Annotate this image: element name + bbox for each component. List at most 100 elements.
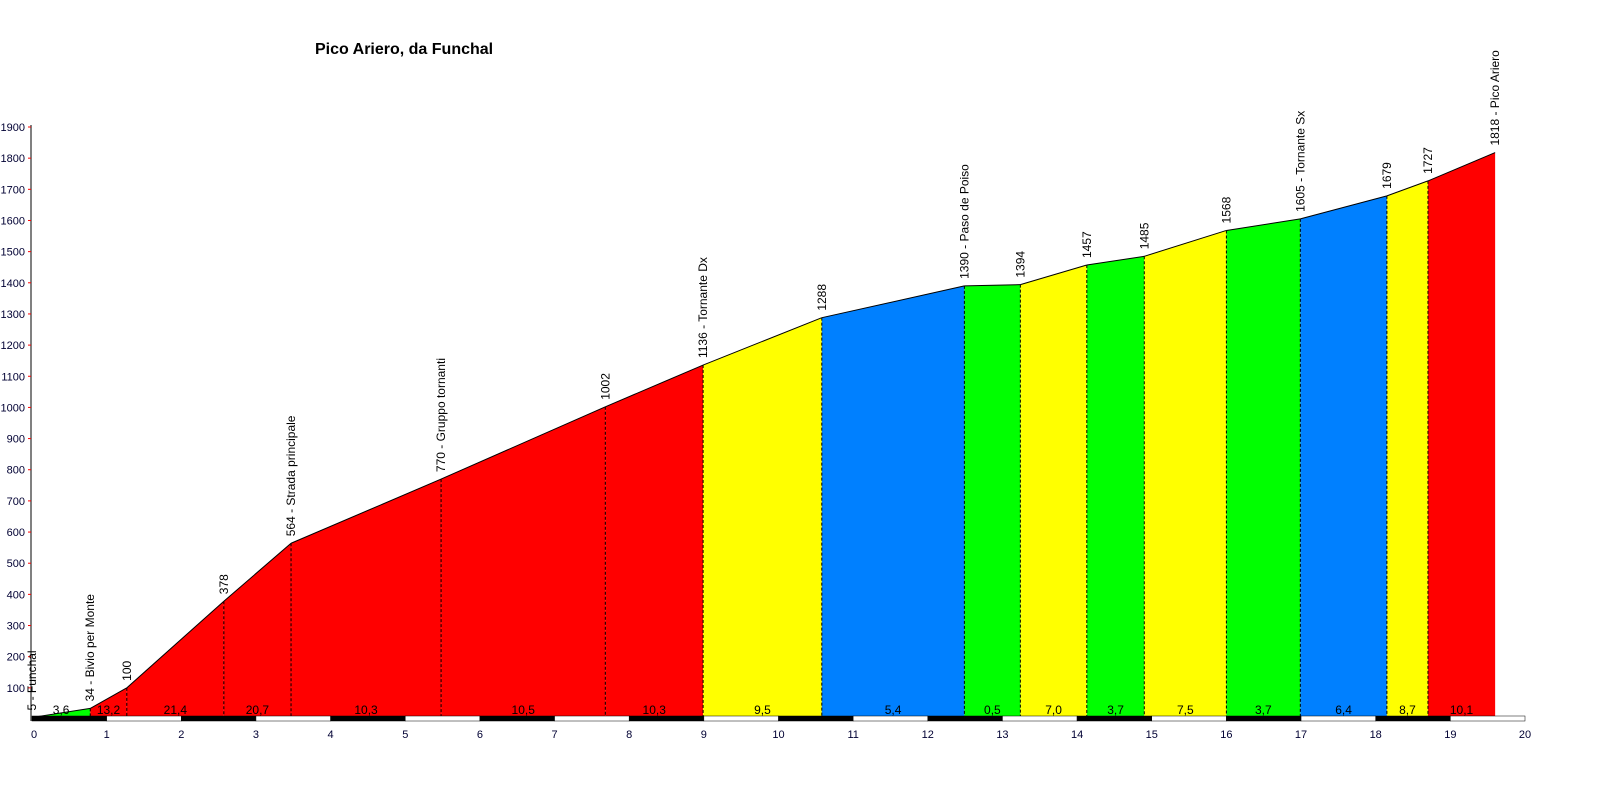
y-tick-label: 1700 bbox=[1, 184, 25, 196]
profile-line bbox=[89, 687, 128, 709]
y-tick-label: 500 bbox=[7, 558, 25, 570]
x-tick-label: 5 bbox=[402, 729, 408, 741]
x-tick-label: 1 bbox=[104, 729, 110, 741]
km-bar-segment bbox=[852, 715, 929, 722]
gradient-label: 10,3 bbox=[354, 703, 378, 717]
km-bar-segment bbox=[405, 715, 481, 722]
point-label: 1605 - Tornante Sx bbox=[1293, 111, 1307, 212]
km-bar-segment bbox=[181, 715, 257, 722]
gradient-label: 7,0 bbox=[1045, 703, 1062, 717]
x-tick-label: 4 bbox=[328, 729, 334, 741]
point-label: 1818 - Pico Ariero bbox=[1488, 50, 1502, 146]
km-bar-segment bbox=[31, 715, 107, 722]
profile-line bbox=[605, 364, 704, 408]
point-label: 1390 - Paso de Poiso bbox=[957, 164, 971, 279]
km-bar-segment bbox=[1151, 715, 1227, 722]
y-tick-label: 1200 bbox=[1, 340, 25, 352]
segment-area bbox=[223, 543, 292, 719]
segment-area bbox=[291, 479, 442, 719]
profile-line bbox=[1427, 152, 1496, 182]
y-tick-label: 400 bbox=[7, 589, 25, 601]
y-tick-label: 300 bbox=[7, 621, 25, 633]
km-bar-segment bbox=[255, 715, 331, 722]
y-tick-label: 100 bbox=[7, 683, 25, 695]
segment-area bbox=[1300, 195, 1387, 719]
km-bar-segment bbox=[479, 715, 555, 722]
x-tick-label: 20 bbox=[1519, 729, 1531, 741]
gradient-label: 20,7 bbox=[246, 703, 270, 717]
x-tick-label: 8 bbox=[626, 729, 632, 741]
profile-line bbox=[1300, 195, 1388, 220]
point-label: 770 - Gruppo tornanti bbox=[434, 358, 448, 472]
profile-line bbox=[290, 478, 442, 544]
x-tick-label: 18 bbox=[1370, 729, 1382, 741]
km-bar-segment bbox=[778, 715, 854, 722]
y-tick-label: 200 bbox=[7, 652, 25, 664]
gradient-label: 5,4 bbox=[885, 703, 902, 717]
x-tick-label: 14 bbox=[1071, 729, 1083, 741]
gradient-label: 10,3 bbox=[643, 703, 667, 717]
y-tick-label: 600 bbox=[7, 527, 25, 539]
x-tick-label: 3 bbox=[253, 729, 259, 741]
x-tick-label: 16 bbox=[1220, 729, 1232, 741]
profile-line bbox=[1020, 264, 1087, 286]
x-tick-label: 15 bbox=[1146, 729, 1158, 741]
segment-area bbox=[1427, 152, 1496, 720]
x-tick-label: 13 bbox=[996, 729, 1008, 741]
profile-line bbox=[1386, 180, 1429, 197]
x-tick-label: 9 bbox=[701, 729, 707, 741]
km-bar-segment bbox=[1002, 715, 1078, 722]
segment-area bbox=[1386, 180, 1428, 720]
gradient-label: 3,6 bbox=[53, 703, 70, 717]
km-bar-segment bbox=[703, 715, 779, 722]
chart-title: Pico Ariero, da Funchal bbox=[315, 41, 493, 58]
profile-line bbox=[440, 406, 606, 480]
point-label: 1568 bbox=[1219, 196, 1233, 223]
x-tick-label: 0 bbox=[31, 729, 37, 741]
km-bar-segment bbox=[927, 715, 1003, 722]
point-label: 1727 bbox=[1421, 147, 1435, 174]
x-tick-label: 19 bbox=[1444, 729, 1456, 741]
y-tick-label: 1900 bbox=[1, 122, 25, 134]
gradient-label: 8,7 bbox=[1399, 703, 1416, 717]
point-label: 5 - Funchal bbox=[25, 650, 39, 710]
segment-area bbox=[441, 406, 606, 719]
km-bar-segment bbox=[554, 715, 630, 722]
point-label: 564 - Strada principale bbox=[284, 415, 298, 536]
segment-area bbox=[703, 317, 822, 719]
segment-area bbox=[964, 284, 1021, 719]
y-tick-label: 1400 bbox=[1, 278, 25, 290]
point-label: 1457 bbox=[1080, 231, 1094, 258]
km-bar-segment bbox=[1375, 715, 1451, 722]
axes: 1002003004005006007008009001000110012001… bbox=[1, 122, 1532, 741]
gradient-label: 10,1 bbox=[1450, 703, 1474, 717]
segment-area bbox=[126, 601, 224, 719]
gradient-label: 13,2 bbox=[97, 703, 121, 717]
km-bar-segment bbox=[628, 715, 705, 722]
x-tick-label: 2 bbox=[178, 729, 184, 741]
km-bar-segment bbox=[1300, 715, 1376, 722]
gradient-label: 21,4 bbox=[164, 703, 188, 717]
y-tick-label: 1600 bbox=[1, 215, 25, 227]
segments: 3,6 13,2 21,4 20,7 10,3 10,5 10,3 9,5 5,4 0,5 7,0 3… bbox=[31, 152, 1496, 720]
y-tick-label: 1000 bbox=[1, 402, 25, 414]
point-label: 378 bbox=[217, 574, 231, 594]
km-bar-segment bbox=[1226, 715, 1302, 722]
segment-area bbox=[90, 687, 127, 719]
segment-area bbox=[605, 365, 704, 719]
point-labels: 5 - Funchal 34 - Bivio per Monte 100 378 564… bbox=[25, 50, 1502, 711]
profile-line bbox=[1144, 229, 1227, 257]
point-label: 100 bbox=[120, 660, 134, 680]
gradient-label: 3,7 bbox=[1107, 703, 1124, 717]
point-label: 1002 bbox=[598, 373, 612, 400]
y-tick-label: 1500 bbox=[1, 247, 25, 259]
km-bar-segment bbox=[1450, 715, 1526, 722]
x-tick-label: 6 bbox=[477, 729, 483, 741]
segment-area bbox=[1226, 218, 1301, 720]
km-bar-segment bbox=[106, 715, 182, 722]
x-tick-label: 12 bbox=[922, 729, 934, 741]
x-tick-label: 10 bbox=[772, 729, 784, 741]
segment-area bbox=[1144, 230, 1227, 719]
point-label: 34 - Bivio per Monte bbox=[83, 594, 97, 702]
